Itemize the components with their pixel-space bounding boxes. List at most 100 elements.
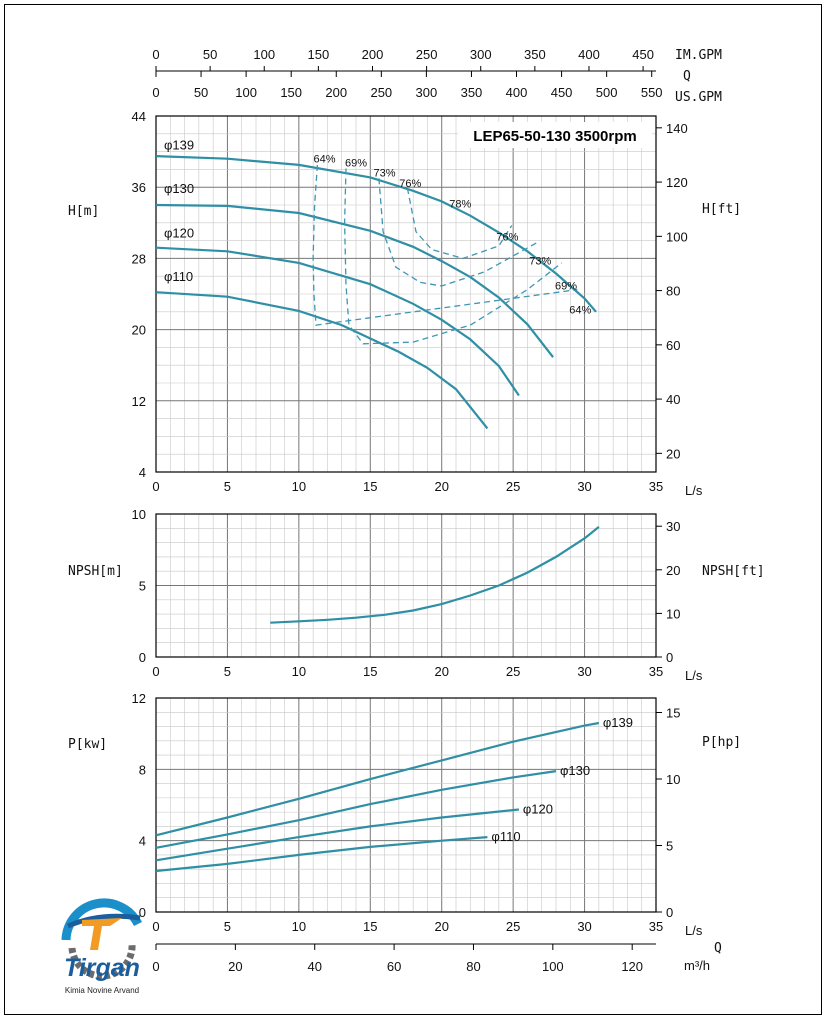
plot-frame: [155, 697, 657, 913]
plot-frame: [155, 513, 657, 658]
top-axis-tick-label: 150: [280, 85, 302, 100]
y-tick-label: 20: [132, 323, 146, 338]
efficiency-label: 69%: [345, 158, 367, 170]
x-tick-label: 0: [152, 664, 159, 679]
top-axis-tick-label: 100: [235, 85, 257, 100]
efficiency-label: 76%: [399, 178, 421, 190]
efficiency-label: 64%: [569, 305, 591, 317]
top-axis-tick-label: 50: [203, 47, 217, 62]
bottom-axis-tick-label: 100: [542, 959, 564, 974]
x-tick-label: 35: [649, 919, 663, 934]
y2-tick-label: 15: [666, 705, 680, 720]
efficiency-curve: [343, 168, 563, 345]
series-line: [270, 526, 600, 624]
logo-brand-text: Tirgan: [64, 954, 140, 982]
top-axis-tick-label: 400: [578, 47, 600, 62]
series-label: φ120: [164, 226, 194, 241]
series-label: φ110: [491, 829, 520, 844]
x-tick-label: 5: [224, 664, 231, 679]
x-tick-label: 10: [292, 479, 306, 494]
y-tick-label: 0: [139, 650, 146, 665]
efficiency-curve: [406, 187, 513, 260]
y-axis-label: H[m]: [68, 204, 99, 219]
y2-tick-label: 80: [666, 284, 680, 299]
logo-tagline: Kimia Novine Arvand: [64, 986, 140, 995]
top-axis-tick-label: 300: [470, 47, 492, 62]
y2-tick-label: 0: [666, 650, 673, 665]
top-axis-tick-label: 450: [551, 85, 573, 100]
top-axis-label: IM.GPM: [675, 48, 722, 63]
y2-tick-label: 20: [666, 563, 680, 578]
efficiency-label: 64%: [314, 153, 336, 165]
y-tick-label: 44: [132, 109, 146, 124]
bottom-axis-tick-label: 40: [307, 959, 321, 974]
y-axis-label: P[kw]: [68, 737, 107, 752]
top-axis-tick-label: 500: [596, 85, 618, 100]
top-axis-tick-label: 550: [641, 85, 663, 100]
x-tick-label: 35: [649, 479, 663, 494]
x-tick-label: 35: [649, 664, 663, 679]
chart-title: LEP65-50-130 3500rpm: [473, 128, 636, 145]
top-axis-tick-label: 450: [632, 47, 654, 62]
efficiency-curve: [378, 178, 538, 287]
top-axis-tick-label: 400: [506, 85, 528, 100]
series-label: φ139: [164, 137, 194, 152]
y-tick-label: 12: [132, 394, 146, 409]
series-line: [155, 808, 520, 862]
bottom-axis-label: m³/h: [684, 958, 710, 973]
bottom-axis-tick-label: 0: [152, 959, 159, 974]
series-line: [155, 246, 520, 397]
y2-tick-label: 0: [666, 905, 673, 920]
top-axis-tick-label: 50: [194, 85, 208, 100]
y-tick-label: 12: [132, 691, 146, 706]
y2-axis-label: NPSH[ft]: [702, 564, 765, 579]
x-tick-label: 25: [506, 919, 520, 934]
y2-tick-label: 140: [666, 121, 688, 136]
x-tick-label: 20: [434, 919, 448, 934]
y-tick-label: 4: [139, 834, 146, 849]
x-tick-label: 15: [363, 919, 377, 934]
x-tick-label: 25: [506, 479, 520, 494]
series-label: φ139: [603, 715, 633, 730]
series-line: [155, 155, 597, 313]
x-axis-label: L/s: [685, 923, 703, 938]
efficiency-label: 73%: [374, 168, 396, 180]
y2-tick-label: 10: [666, 606, 680, 621]
y-tick-label: 28: [132, 251, 146, 266]
series-line: [155, 836, 488, 873]
top-axis-tick-label: 250: [416, 47, 438, 62]
x-tick-label: 15: [363, 664, 377, 679]
x-tick-label: 20: [434, 479, 448, 494]
top-axis-tick-label: 100: [253, 47, 275, 62]
y2-axis-label: P[hp]: [702, 735, 741, 750]
top-axis-tick-label: 200: [325, 85, 347, 100]
top-axis-tick-label: 0: [152, 47, 159, 62]
y2-tick-label: 60: [666, 338, 680, 353]
x-tick-label: 0: [152, 919, 159, 934]
title-background: [458, 122, 652, 148]
top-axis-tick-label: 300: [416, 85, 438, 100]
efficiency-label: 78%: [449, 199, 471, 211]
plot-frame: [155, 115, 657, 473]
y-tick-label: 10: [132, 507, 146, 522]
bottom-axis-tick-label: 120: [621, 959, 643, 974]
bottom-axis-tick-label: 60: [387, 959, 401, 974]
top-axis-tick-label: 350: [524, 47, 546, 62]
top-axis-tick-label: 150: [308, 47, 330, 62]
y2-tick-label: 20: [666, 446, 680, 461]
x-tick-label: 15: [363, 479, 377, 494]
y2-axis-label: H[ft]: [702, 202, 741, 217]
y2-tick-label: 120: [666, 175, 688, 190]
series-line: [155, 203, 554, 358]
series-line: [155, 291, 489, 430]
top-axis-tick-label: 0: [152, 85, 159, 100]
y2-tick-label: 10: [666, 772, 680, 787]
y-tick-label: 5: [139, 579, 146, 594]
bottom-axis-name: Q: [714, 941, 722, 956]
y-tick-label: 8: [139, 762, 146, 777]
x-tick-label: 0: [152, 479, 159, 494]
series-line: [155, 770, 557, 849]
top-axis-label: US.GPM: [675, 90, 722, 105]
